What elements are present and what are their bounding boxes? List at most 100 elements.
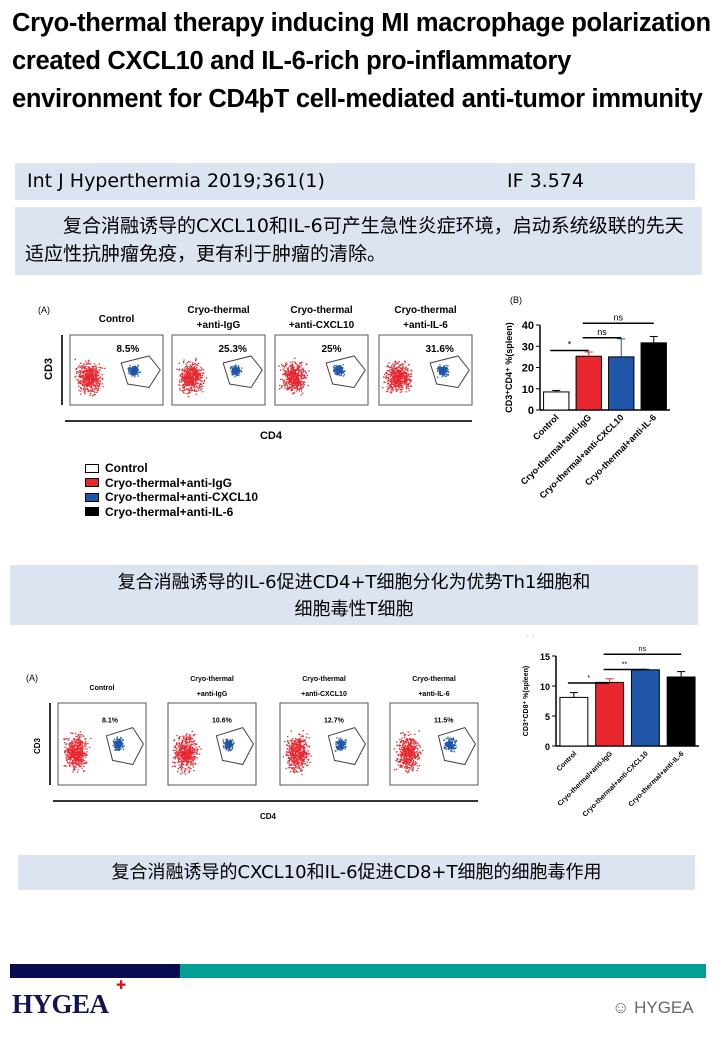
bar [640,342,667,411]
red-cross-icon: ✚ [116,978,127,992]
footer-teal-bar [180,964,706,978]
summary-1: 复合消融诱导的CXCL10和IL-6可产生急性炎症环境，启动系统级联的先天适应性… [15,207,702,275]
flow-plot-frame [167,702,257,786]
bar [543,391,570,411]
summary-1-text: 复合消融诱导的CXCL10和IL-6可产生急性炎症环境，启动系统级联的先天适应性… [25,215,684,265]
hygea-logo: HYGEA [12,989,109,1019]
y-axis-title: CD3⁺CD8⁺ %(spleen) [523,666,530,736]
y-axis-label: CD3 [33,737,42,754]
gate-percentage: 10.6% [212,718,233,725]
y-axis-title: CD3⁺CD4⁺ %(spleen) [504,322,514,413]
y-tick-label: 5 [545,712,550,722]
gate-percentage: 8.5% [117,344,140,355]
panel-title: Cryo-thermal [190,676,234,683]
legend-label: Cryo-thermal+anti-IL-6 [105,504,234,519]
legend-label: Control [105,461,148,475]
scatter-points [393,730,458,774]
legend-swatch [85,507,99,517]
bar [666,676,696,747]
summary-3: 复合消融诱导的CXCL10和IL-6促进CD8+T细胞的细胞毒作用 [18,855,695,890]
figure-1-legend: Control Cryo-thermal+anti-IgG Cryo-thermal… [85,461,258,519]
legend-item: Cryo-thermal+anti-IL-6 [85,505,258,520]
footer-navy-bar [10,964,180,978]
x-axis-label: CD4 [260,812,277,821]
y-tick-label: 15 [540,652,550,662]
bar [559,696,589,747]
legend-item: Cryo-thermal+anti-CXCL10 [85,490,258,505]
scatter-points [63,731,125,773]
significance-label: * [587,675,590,682]
x-tick-label: Cryo-thermal+anti-CXCL10 [582,750,650,818]
scatter-points [382,360,450,394]
gate-polygon [437,727,476,766]
journal: Int J Hyperthermia 2019;361(1) [27,170,325,192]
panel-title: Control [90,685,115,692]
citation-bar: Int J Hyperthermia 2019;361(1) IF 3.574 [15,163,695,200]
gate-polygon [222,355,263,389]
panel-a-label: (A) [38,305,50,315]
panel-subtitle: +anti-CXCL10 [289,320,355,331]
legend-swatch [85,492,99,502]
legend-item: Cryo-thermal+anti-IgG [85,476,258,491]
x-axis-label: CD4 [260,430,283,442]
legend-item: Control [85,461,258,476]
significance-label: ns [613,312,623,322]
panel-title: Cryo-thermal [187,305,249,316]
scatter-points [171,730,235,775]
panel-title: Cryo-thermal [302,676,346,683]
gate-percentage: 12.7% [324,718,345,725]
y-tick-label: 10 [540,682,550,692]
legend-swatch [85,478,99,488]
significance-label: * [568,340,572,350]
bar [608,356,635,411]
y-axis-label: CD3 [43,358,55,380]
flow-plot-frame [274,334,369,406]
gate-percentage: 11.5% [434,718,454,725]
gate-percentage: 25.3% [219,344,247,355]
legend-label: Cryo-thermal+anti-CXCL10 [105,490,259,504]
significance-label: ns [597,327,607,337]
y-tick-label: 0 [545,742,550,752]
gate-percentage: 25% [322,344,342,355]
panel-subtitle: +anti-CXCL10 [301,691,347,698]
y-tick-label: 0 [528,405,534,417]
x-tick-label: Control [556,750,579,773]
bar [630,669,660,747]
x-tick-label: Control [531,412,561,442]
summary-2: 复合消融诱导的IL-6促进CD4+T细胞分化为优势Th1细胞和 细胞毒性T细胞 [10,565,698,625]
gate-polygon [327,727,366,766]
y-tick-label: 30 [522,341,534,353]
panel-title: Cryo-thermal [412,676,456,683]
gate-polygon [325,355,366,389]
scatter-points [278,357,346,396]
y-tick-label: 10 [522,384,534,396]
bar [575,355,602,411]
significance-label: ** [622,662,628,669]
legend-label: Cryo-thermal+anti-IgG [105,475,233,490]
panel-subtitle: +anti-IL-6 [403,320,448,331]
panel-title: Cryo-thermal [394,305,456,316]
panel-b-label: (B) [526,635,535,636]
page-title: Cryo-thermal therapy inducing MI macroph… [12,9,711,113]
panel-title: Cryo-thermal [290,305,352,316]
gate-polygon [215,727,254,766]
legend-swatch [85,463,99,473]
watermark: ☺ HYGEA [612,998,694,1017]
significance-label: ns [639,646,647,653]
scatter-points [176,357,243,398]
gate-polygon [429,355,470,389]
y-tick-label: 40 [522,320,534,332]
gate-percentage: 8.1% [102,718,119,725]
gate-polygon [120,355,161,389]
bar [595,681,625,747]
panel-a-label: (A) [26,673,38,683]
panel-title: Control [99,314,135,325]
panel-subtitle: +anti-IgG [197,320,241,331]
summary-2-line-2: 细胞毒性T细胞 [294,599,414,620]
impact-factor: IF 3.574 [507,170,584,192]
panel-subtitle: +anti-IL-6 [418,691,449,698]
page-body: Int J Hyperthermia 2019;361(1) IF 3.574 … [0,159,720,1040]
figure-1: (A)CD3CD4Control8.5%Cryo-thermal+anti-Ig… [38,295,670,501]
summary-2-line-1: 复合消融诱导的IL-6促进CD4+T细胞分化为优势Th1细胞和 [117,572,591,593]
y-tick-label: 20 [522,363,534,375]
